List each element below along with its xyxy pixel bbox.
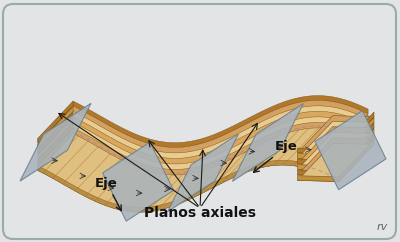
Polygon shape (168, 134, 238, 212)
Polygon shape (73, 96, 368, 147)
Polygon shape (73, 118, 368, 169)
Polygon shape (298, 127, 374, 165)
Text: Planos axiales: Planos axiales (144, 206, 256, 220)
Polygon shape (339, 112, 374, 154)
Polygon shape (38, 160, 333, 212)
Polygon shape (73, 107, 368, 159)
Polygon shape (298, 143, 374, 182)
Polygon shape (38, 112, 73, 154)
Polygon shape (339, 129, 374, 171)
Polygon shape (339, 140, 374, 182)
Polygon shape (38, 106, 368, 190)
Polygon shape (298, 132, 374, 171)
Polygon shape (38, 138, 333, 190)
Polygon shape (38, 122, 368, 207)
Polygon shape (298, 138, 374, 176)
Polygon shape (339, 134, 374, 176)
Polygon shape (73, 123, 368, 175)
Polygon shape (298, 121, 374, 159)
Polygon shape (38, 118, 73, 159)
Polygon shape (38, 107, 73, 148)
Polygon shape (38, 101, 73, 143)
Polygon shape (38, 144, 333, 196)
FancyBboxPatch shape (3, 4, 396, 239)
Polygon shape (38, 129, 73, 171)
Polygon shape (315, 111, 386, 190)
Polygon shape (339, 123, 374, 165)
Polygon shape (298, 165, 339, 171)
Polygon shape (298, 116, 374, 154)
Polygon shape (298, 148, 339, 154)
Text: rv: rv (377, 222, 388, 232)
Text: Eje: Eje (254, 140, 298, 172)
Polygon shape (73, 101, 368, 153)
Polygon shape (38, 111, 368, 196)
Polygon shape (298, 170, 339, 176)
Polygon shape (20, 103, 91, 181)
Polygon shape (38, 155, 333, 207)
Polygon shape (38, 117, 368, 201)
Polygon shape (298, 176, 339, 182)
Text: Eje: Eje (95, 177, 121, 211)
Polygon shape (38, 128, 368, 212)
Polygon shape (38, 133, 333, 184)
Polygon shape (298, 159, 339, 165)
Polygon shape (38, 123, 73, 165)
Polygon shape (73, 112, 368, 164)
Polygon shape (102, 142, 174, 221)
Polygon shape (339, 118, 374, 159)
Polygon shape (38, 100, 368, 184)
Polygon shape (232, 104, 303, 181)
Polygon shape (298, 154, 339, 159)
Polygon shape (38, 149, 333, 201)
